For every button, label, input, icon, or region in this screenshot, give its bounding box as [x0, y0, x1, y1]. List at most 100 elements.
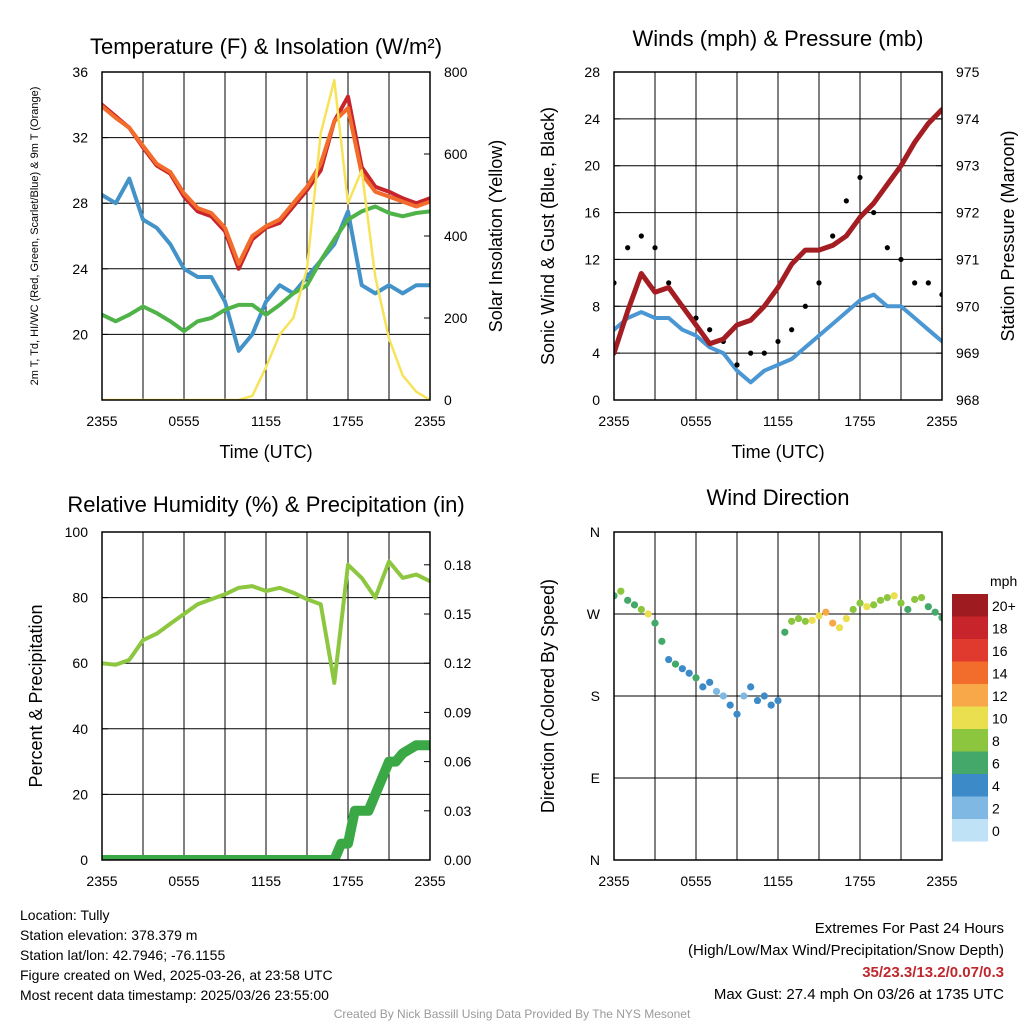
- temperature-ytick-label: 20: [72, 326, 88, 342]
- temperature-ytick-label: 36: [72, 64, 88, 80]
- humidity-y2tick-label: 0.15: [444, 606, 471, 622]
- winds-sonic-wind-line: [614, 292, 942, 385]
- winds-ylabel2: Station Pressure (Maroon): [998, 130, 1018, 341]
- winds-grid: [614, 71, 942, 401]
- extremes-values: 35/23.3/13.2/0.07/0.3: [862, 964, 1004, 981]
- winds-xtick-label: 2355: [926, 413, 957, 429]
- winds-ytick-label: 24: [584, 111, 600, 127]
- winds-ytick-label: 12: [584, 251, 600, 267]
- legend-swatch: [952, 819, 988, 842]
- elevation-text: Station elevation: 378.379 m: [20, 927, 198, 943]
- legend-label: 16: [992, 643, 1008, 659]
- winds-gust-point: [925, 280, 931, 286]
- wind_direction-ytick-label: W: [587, 606, 601, 622]
- direction-point: [671, 660, 680, 668]
- wind_direction-xtick-label: 1155: [763, 873, 793, 889]
- winds-gust-point: [898, 256, 904, 263]
- winds-xlabel: Time (UTC): [731, 442, 824, 462]
- winds-title: Winds (mph) & Pressure (mb): [633, 26, 924, 51]
- winds-y2tick-label: 972: [956, 205, 980, 221]
- direction-point: [665, 655, 673, 664]
- temperature-frame: [101, 71, 431, 401]
- wind_direction-xtick-label: 2355: [926, 873, 957, 889]
- direction-point: [774, 696, 782, 705]
- direction-point: [897, 599, 905, 607]
- direction-point: [829, 619, 837, 627]
- temperature-y2tick-label: 400: [444, 228, 468, 244]
- winds-y2tick-label: 973: [956, 158, 980, 174]
- extremes-subheading: (High/Low/Max Wind/Precipitation/Snow De…: [688, 942, 1004, 959]
- direction-point: [699, 683, 707, 691]
- humidity-y2tick-label: 0.12: [444, 655, 471, 671]
- humidity-ytick-label: 20: [72, 786, 88, 802]
- winds-y2tick-label: 968: [956, 392, 980, 408]
- direction-point: [651, 619, 659, 627]
- direction-point: [733, 710, 741, 718]
- legend-label: 6: [992, 756, 1000, 772]
- legend-label: 8: [992, 733, 1000, 749]
- direction-point: [870, 601, 878, 609]
- winds-gust-point: [734, 362, 740, 368]
- temperature-2m-td-line: [102, 204, 430, 334]
- direction-point: [822, 608, 830, 616]
- direction-point: [808, 616, 816, 624]
- winds-gust-point: [707, 327, 713, 333]
- winds-y2tick-label: 969: [956, 345, 980, 361]
- wind_direction-xtick-label: 1755: [844, 873, 875, 889]
- winds-ytick-label: 16: [584, 205, 600, 221]
- legend-swatch: [952, 639, 988, 662]
- wind_direction-grid: [614, 531, 942, 861]
- direction-point: [706, 678, 714, 686]
- humidity-y2tick-label: 0.00: [444, 852, 471, 868]
- direction-point: [658, 637, 666, 645]
- winds-y2tick-label: 970: [956, 298, 980, 314]
- wind_direction-chart: Wind Direction N E S W N 2355 0555 1155 1755 2355 D…: [538, 485, 1017, 889]
- wind_direction-ytick-label: N: [590, 852, 600, 868]
- temperature-ylabel: 2m T, Td, HI/WC (Red, Green, Scarlet/Blu…: [29, 87, 41, 386]
- direction-point: [801, 617, 809, 625]
- temperature-y2tick-label: 0: [444, 392, 452, 408]
- humidity-xtick-label: 1155: [251, 873, 281, 889]
- winds-gust-point: [652, 245, 658, 251]
- figure-panels: Temperature (F) & Insolation (W/m²) 20 24 2…: [26, 26, 1018, 889]
- winds-gust-point: [761, 350, 767, 356]
- temperature-title: Temperature (F) & Insolation (W/m²): [90, 34, 442, 59]
- direction-point: [890, 592, 898, 600]
- winds-ytick-label: 8: [592, 298, 600, 314]
- direction-point: [794, 614, 803, 623]
- direction-point: [692, 674, 700, 682]
- legend-swatch: [952, 594, 988, 617]
- direction-point: [624, 596, 632, 604]
- speed-legend: mph 20+ 18 16 14 12 10 8 6 4 2 0: [952, 573, 1017, 842]
- wind_direction-frame: [613, 531, 943, 861]
- winds-gust-point: [912, 280, 918, 286]
- legend-swatch: [952, 616, 988, 639]
- wind_direction-ylabel: Direction (Colored By Speed): [538, 579, 558, 813]
- humidity-ytick-label: 80: [72, 590, 88, 606]
- wind_direction-ytick-label: E: [591, 770, 600, 786]
- humidity-y2tick-label: 0.09: [444, 704, 471, 720]
- direction-point: [924, 603, 932, 611]
- credit-text: Created By Nick Bassill Using Data Provi…: [333, 1007, 691, 1021]
- legend-swatch: [952, 684, 988, 707]
- wind_direction-data: [614, 587, 942, 718]
- temperature-xtick-label: 0555: [168, 413, 199, 429]
- temperature-9m-t-line: [102, 104, 430, 266]
- winds-ytick-label: 20: [584, 158, 600, 174]
- temperature-y2tick-label: 600: [444, 146, 468, 162]
- winds-gust-point: [843, 198, 849, 204]
- wind_direction-xtick-label: 2355: [598, 873, 629, 889]
- temperature-ytick-label: 28: [72, 195, 88, 211]
- winds-gust-point: [816, 280, 822, 286]
- latlon-text: Station lat/lon: 42.7946; -76.1155: [20, 947, 226, 963]
- humidity-y2tick-label: 0.03: [444, 803, 471, 819]
- direction-point: [712, 687, 721, 696]
- direction-point: [788, 617, 796, 625]
- winds-y2tick-label: 971: [956, 251, 980, 267]
- temperature-ylabel2: Solar Insolation (Yellow): [486, 140, 506, 332]
- humidity-ytick-label: 60: [72, 655, 88, 671]
- winds-xtick-label: 1155: [763, 413, 793, 429]
- direction-point: [938, 614, 942, 622]
- temperature-ytick-label: 32: [72, 130, 88, 146]
- temperature-chart: Temperature (F) & Insolation (W/m²) 20 24 2…: [29, 34, 506, 462]
